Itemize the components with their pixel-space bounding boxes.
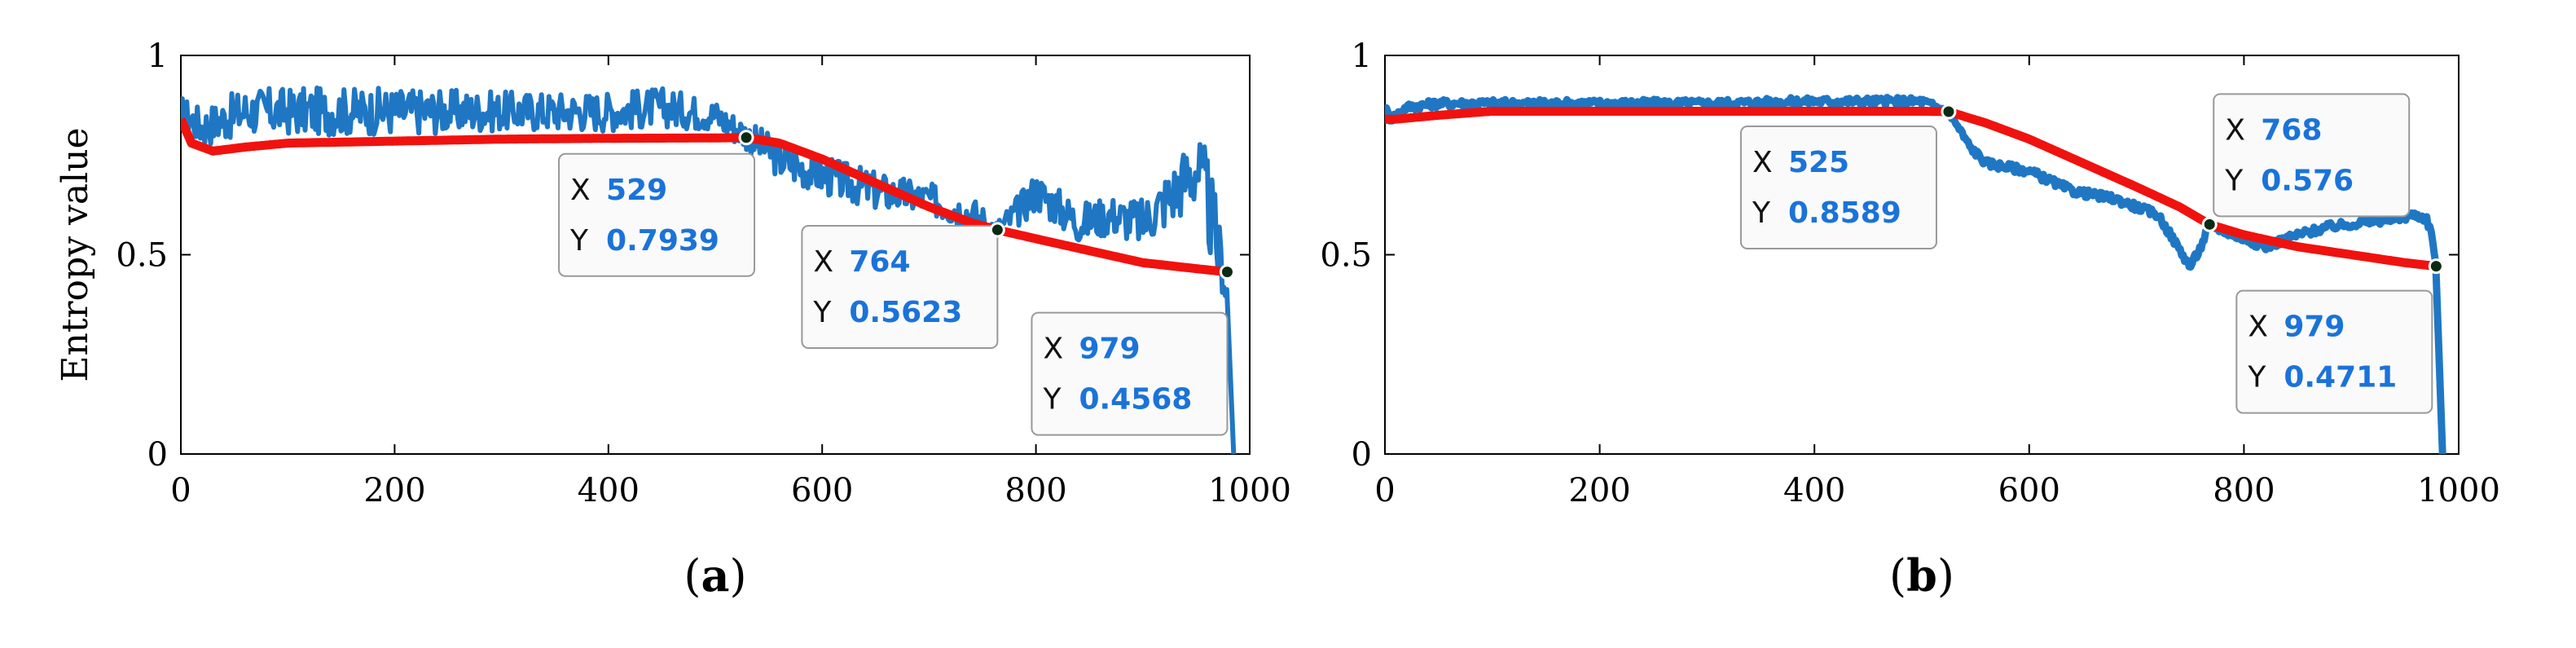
smoothed-series-line [1385, 107, 2438, 271]
y-tick-label: 1 [1352, 37, 1372, 75]
datatip-marker [2428, 258, 2444, 275]
datatip[interactable]: X 529 Y 0.7939 [558, 130, 756, 277]
x-tick-label: 200 [1568, 472, 1630, 509]
datatip-y-value: 0.5623 [849, 296, 962, 329]
panel-label: (b) [1889, 549, 1954, 602]
smoothed-series-line [181, 117, 1229, 276]
x-tick-label: 1000 [1208, 472, 1291, 509]
x-tick-label: 400 [1783, 472, 1845, 509]
datatip-y-key: Y [2247, 361, 2266, 395]
datatip[interactable]: X 764 Y 0.5623 [801, 222, 1005, 350]
x-tick-label: 200 [363, 472, 425, 509]
datatip-x-key: X [570, 174, 591, 207]
x-tick-label: 1000 [2417, 472, 2500, 509]
datatip-x-key: X [813, 245, 833, 279]
datatip-x-value: 979 [1079, 333, 1140, 366]
datatip-x-key: X [2225, 113, 2245, 147]
datatip-box [2213, 93, 2411, 218]
datatip-y-value: 0.4568 [1079, 383, 1192, 417]
datatip-box [801, 225, 999, 350]
datatip[interactable]: X 979 Y 0.4568 [1031, 264, 1235, 436]
datatip-x-value: 529 [606, 174, 667, 207]
x-tick-label: 600 [791, 472, 853, 509]
panel-label: (a) [684, 549, 746, 602]
datatip-box [2235, 289, 2433, 414]
x-tick-label: 0 [170, 472, 191, 509]
datatip-y-key: Y [1752, 196, 1771, 230]
raw-series-line [1385, 94, 2446, 455]
datatip-marker [1941, 104, 1957, 120]
datatip-x-value: 525 [1788, 146, 1849, 179]
x-tick-label: 0 [1374, 472, 1395, 509]
datatip-x-value: 979 [2284, 311, 2345, 344]
x-tick-label: 800 [1004, 472, 1066, 509]
datatip-y-value: 0.7939 [606, 224, 719, 258]
datatip-y-key: Y [569, 224, 589, 258]
y-axis-label: Entropy value [55, 127, 96, 381]
datatip-y-key: Y [1042, 383, 1062, 417]
datatip-y-key: Y [2224, 164, 2244, 197]
datatip-box [1031, 311, 1229, 436]
x-tick-label: 400 [578, 472, 640, 509]
datatip-y-value: 0.4711 [2284, 361, 2397, 395]
datatip-marker [2201, 216, 2218, 232]
panel-b: 0 200 400 600 800 1000 0 0.5 1 (b) X 525 Y 0.8589 X 768… [1320, 37, 2500, 602]
raw-series-line [181, 85, 1237, 455]
y-tick-label: 0.5 [116, 237, 168, 275]
x-tick-label: 600 [1998, 472, 2060, 509]
datatip-x-key: X [1043, 333, 1063, 366]
y-tick-label: 0 [147, 436, 168, 474]
x-tick-label: 800 [2213, 472, 2275, 509]
datatip-marker [989, 222, 1005, 238]
datatip-x-value: 764 [849, 245, 910, 279]
y-tick-label: 1 [147, 37, 168, 75]
datatip[interactable]: X 525 Y 0.8589 [1739, 104, 1957, 249]
datatip-y-value: 0.576 [2261, 164, 2354, 197]
datatip-x-key: X [1752, 146, 1773, 179]
datatip-y-value: 0.8589 [1788, 196, 1901, 230]
datatip-box [1739, 125, 1937, 249]
datatip-marker [1219, 264, 1235, 280]
datatip-marker [738, 130, 754, 146]
datatip-box [558, 152, 756, 277]
datatip[interactable]: X 768 Y 0.576 [2201, 93, 2411, 232]
y-tick-label: 0 [1352, 436, 1372, 474]
datatip-x-key: X [2248, 311, 2268, 344]
datatip[interactable]: X 979 Y 0.4711 [2235, 258, 2444, 414]
y-tick-label: 0.5 [1320, 237, 1372, 275]
datatip-x-value: 768 [2261, 113, 2322, 147]
datatip-y-key: Y [812, 296, 832, 329]
